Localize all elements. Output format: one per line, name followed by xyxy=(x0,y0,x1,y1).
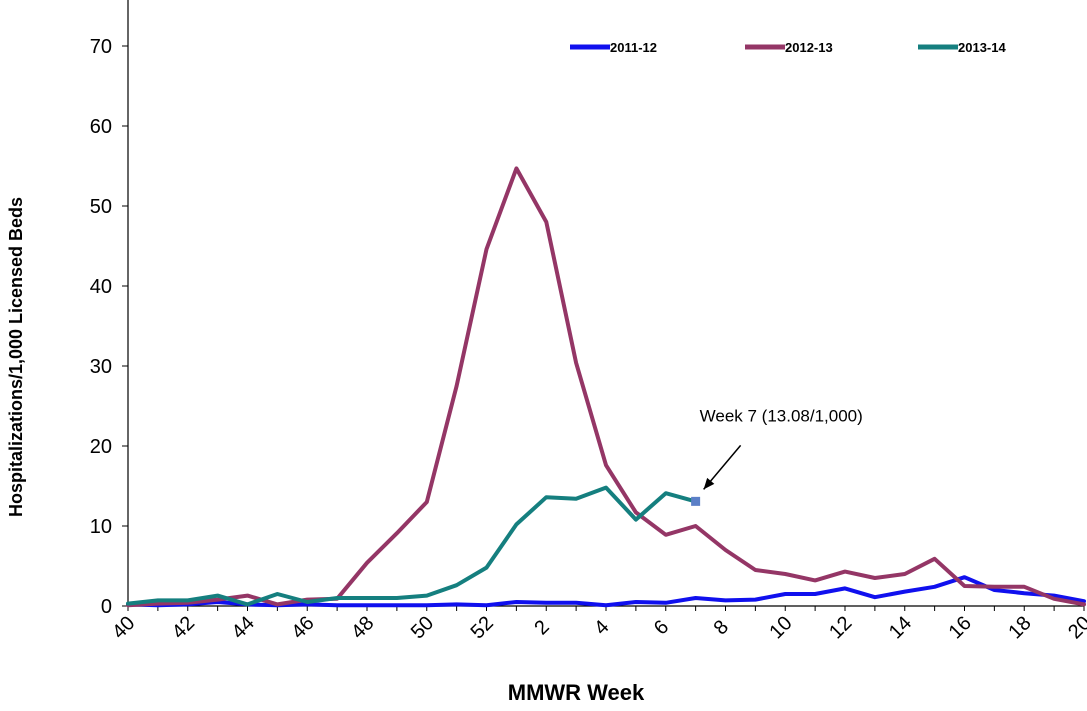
x-tick-label: 44 xyxy=(228,612,259,643)
x-tick-label: 50 xyxy=(407,612,438,643)
x-axis-title: MMWR Week xyxy=(508,680,645,705)
x-tick-label: 52 xyxy=(467,612,498,643)
y-tick-label: 70 xyxy=(90,36,112,58)
annotation-layer: Week 7 (13.08/1,000) xyxy=(691,406,863,506)
y-axis-title: Hospitalizations/1,000 Licensed Beds xyxy=(6,197,26,517)
x-tick-label: 12 xyxy=(825,612,856,643)
x-tick-label: 14 xyxy=(885,612,916,643)
y-tick-label: 50 xyxy=(90,196,112,218)
x-tick-label: 2 xyxy=(530,616,553,639)
x-tick-label: 18 xyxy=(1004,612,1035,643)
x-tick-label: 48 xyxy=(347,612,378,643)
x-tick-label: 20 xyxy=(1064,612,1087,643)
x-tick-label: 40 xyxy=(108,612,139,643)
x-tick-label: 46 xyxy=(287,612,318,643)
x-tick-label: 8 xyxy=(710,616,733,639)
series-line-2013-14 xyxy=(126,485,698,607)
y-tick-label: 30 xyxy=(90,356,112,378)
legend-label: 2012-13 xyxy=(785,40,833,55)
series-line-2012-13 xyxy=(126,166,1086,608)
legend-label: 2011-12 xyxy=(610,40,657,55)
annotation-arrowhead xyxy=(703,477,715,490)
y-tick-label: 10 xyxy=(90,516,112,538)
x-tick-label: 6 xyxy=(650,616,673,639)
annotation-label: Week 7 (13.08/1,000) xyxy=(700,406,863,425)
y-tick-label: 0 xyxy=(101,596,112,618)
x-tick-label: 16 xyxy=(945,612,976,643)
y-tick-label: 40 xyxy=(90,276,112,298)
x-tick-label: 10 xyxy=(765,612,796,643)
y-tick-label: 20 xyxy=(90,436,112,458)
series-line-2011-12 xyxy=(126,575,1086,608)
x-tick-label: 42 xyxy=(168,612,199,643)
series-layer xyxy=(126,166,1086,608)
y-tick-label: 60 xyxy=(90,116,112,138)
annotation-marker xyxy=(691,496,701,506)
legend: 2011-12 2012-13 2013-14 xyxy=(570,40,1006,55)
x-tick-label: 4 xyxy=(590,616,613,639)
legend-label: 2013-14 xyxy=(958,40,1006,55)
